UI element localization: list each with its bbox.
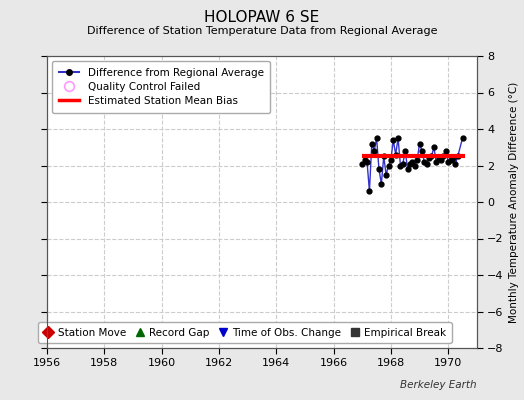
Y-axis label: Monthly Temperature Anomaly Difference (°C): Monthly Temperature Anomaly Difference (… bbox=[509, 81, 519, 323]
Text: Berkeley Earth: Berkeley Earth bbox=[400, 380, 477, 390]
Text: HOLOPAW 6 SE: HOLOPAW 6 SE bbox=[204, 10, 320, 25]
Text: Difference of Station Temperature Data from Regional Average: Difference of Station Temperature Data f… bbox=[87, 26, 437, 36]
Legend: Station Move, Record Gap, Time of Obs. Change, Empirical Break: Station Move, Record Gap, Time of Obs. C… bbox=[38, 322, 452, 343]
